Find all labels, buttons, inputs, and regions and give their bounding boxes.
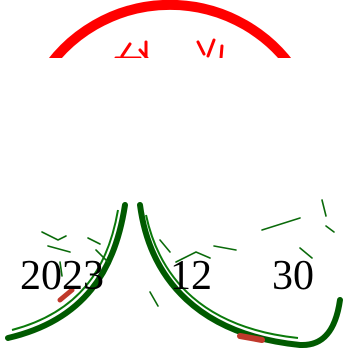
green-ink-fragments xyxy=(41,199,335,307)
red-smudge xyxy=(237,333,265,343)
left-green-arc-inner xyxy=(11,209,119,331)
date-day: 30 xyxy=(272,253,314,299)
blank-scan-area xyxy=(0,58,343,208)
red-seal-ring xyxy=(35,0,305,83)
left-green-arc xyxy=(5,202,128,341)
date-month: 12 xyxy=(170,253,212,299)
right-green-arc-inner xyxy=(145,214,299,339)
date-year: 2023 xyxy=(20,253,104,299)
red-smudge xyxy=(57,287,75,303)
